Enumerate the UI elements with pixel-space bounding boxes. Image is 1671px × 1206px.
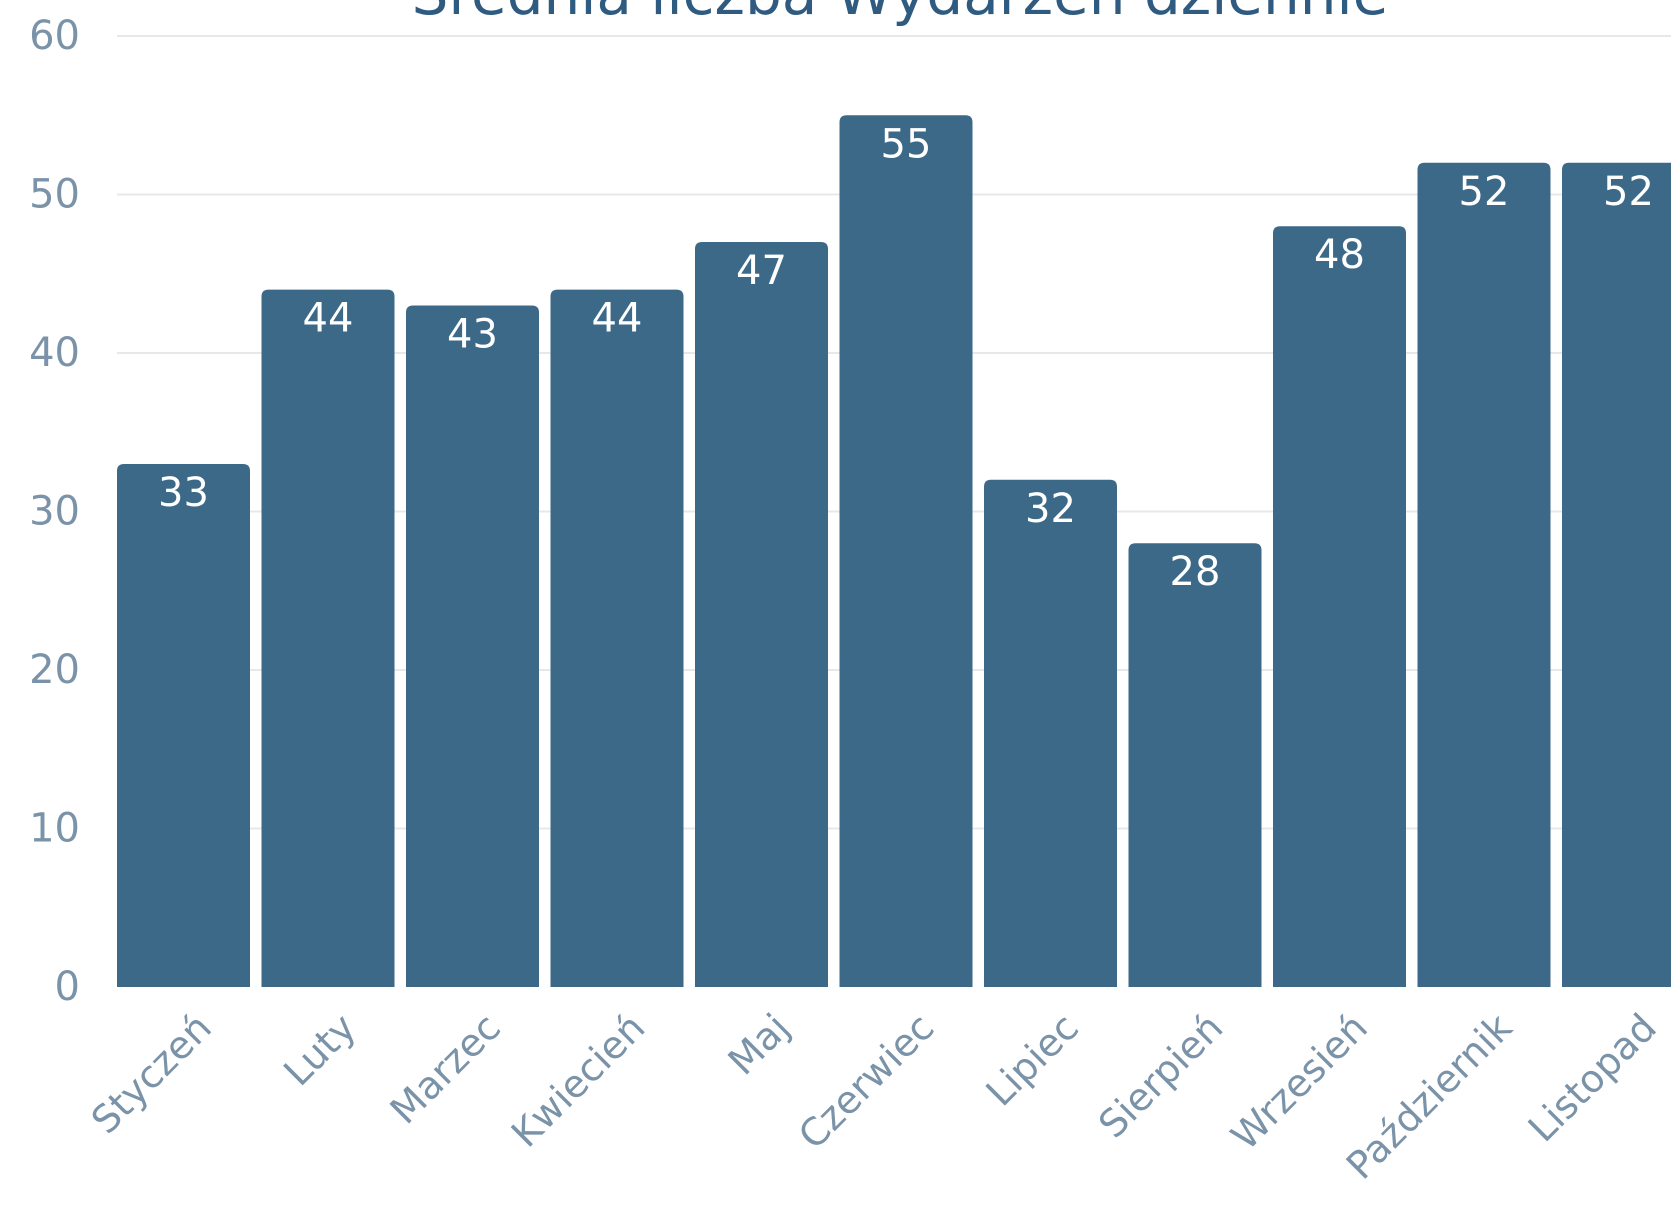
- bar-value-label: 32: [1025, 486, 1076, 532]
- x-tick-label: Lipiec: [977, 1005, 1086, 1114]
- x-tick-label: Luty: [275, 1005, 364, 1094]
- bar-value-label: 52: [1603, 169, 1654, 215]
- y-tick-label: 60: [29, 13, 80, 59]
- bar-value-label: 47: [736, 248, 787, 294]
- x-tick-label: Marzec: [382, 1005, 509, 1132]
- bar-value-label: 48: [1314, 232, 1365, 278]
- y-tick-label: 40: [29, 330, 80, 376]
- y-tick-label: 30: [29, 489, 80, 535]
- bar-Styczeń: [117, 463, 250, 987]
- bar-value-label: 44: [303, 296, 354, 342]
- bar-Październik: [1417, 162, 1551, 988]
- bar-Sierpień: [1128, 543, 1262, 987]
- x-tick-label: Styczeń: [83, 1005, 220, 1142]
- bar-Lipiec: [984, 479, 1117, 987]
- bar-Maj: [695, 242, 828, 988]
- bar-Kwiecień: [550, 289, 684, 988]
- bar-value-label: 55: [881, 121, 932, 167]
- bar-Luty: [261, 289, 395, 988]
- bar-value-label: 33: [158, 470, 209, 516]
- chart-title: Średnia liczba Wydarzeń dziennie: [412, 0, 1389, 28]
- x-tick-label: Maj: [720, 1005, 798, 1083]
- y-tick-label: 50: [29, 172, 80, 218]
- bar-value-label: 43: [447, 311, 498, 357]
- y-tick-label: 10: [29, 806, 80, 852]
- bar-Listopad: [1562, 162, 1671, 987]
- bar-Marzec: [406, 305, 539, 987]
- y-axis-ticks: 0 10 20 30 40 50 60: [29, 13, 80, 1010]
- bar-value-label: 28: [1170, 549, 1221, 595]
- y-tick-label: 0: [55, 964, 80, 1010]
- bars: [117, 115, 1671, 988]
- y-tick-label: 20: [29, 647, 80, 693]
- bar-value-labels: 33 44 43 44 47 55 32 28 48 52 52: [158, 121, 1654, 595]
- bar-Wrzesień: [1273, 226, 1406, 987]
- bar-value-label: 52: [1459, 169, 1510, 215]
- x-tick-label: Kwiecień: [503, 1005, 654, 1156]
- bar-value-label: 44: [592, 296, 643, 342]
- bar-Czerwiec: [839, 115, 973, 987]
- x-tick-label: Wrzesień: [1223, 1005, 1376, 1158]
- x-tick-label: Listopad: [1520, 1005, 1665, 1150]
- x-tick-label: Sierpień: [1090, 1005, 1231, 1146]
- x-tick-label: Czerwiec: [790, 1005, 942, 1157]
